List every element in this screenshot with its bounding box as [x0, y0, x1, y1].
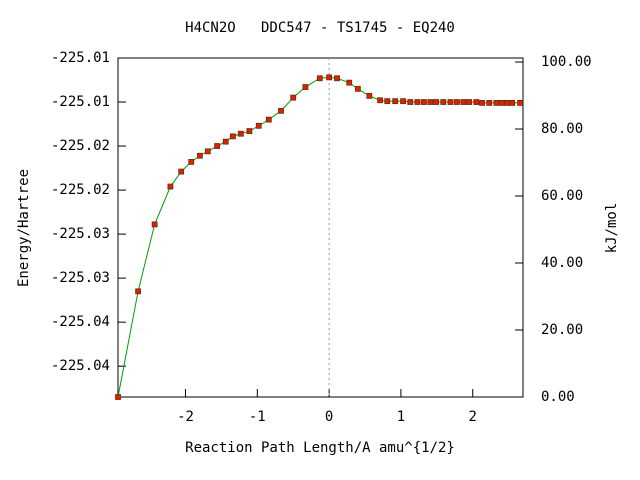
point [316, 75, 323, 82]
y-tick-label: -225.02 [51, 182, 110, 198]
point [178, 168, 185, 175]
point [433, 99, 440, 105]
point [392, 98, 399, 105]
point [167, 183, 174, 190]
y2-tick-label: 40.00 [541, 255, 583, 271]
point [196, 152, 203, 159]
y-tick-label: -225.02 [51, 138, 110, 154]
point [255, 122, 262, 129]
point [334, 75, 340, 82]
point [486, 100, 493, 106]
x-tick-label: 0 [325, 409, 333, 425]
point [440, 99, 447, 105]
point [229, 133, 236, 140]
point [302, 84, 309, 90]
point [473, 99, 480, 105]
point [454, 99, 460, 105]
point [326, 74, 333, 81]
point [246, 128, 253, 134]
y-tick-label: -225.04 [51, 314, 110, 330]
y-tick-label: -225.01 [51, 50, 110, 66]
y2-tick-label: 20.00 [541, 322, 583, 338]
point [509, 100, 516, 106]
point [466, 99, 473, 105]
point [407, 99, 414, 105]
point [493, 100, 500, 106]
point [237, 130, 244, 137]
x-tick-label: -1 [249, 409, 266, 425]
point [377, 97, 384, 104]
point [517, 100, 524, 106]
point [366, 92, 373, 99]
y2-tick-label: 80.00 [541, 121, 583, 137]
point [479, 100, 485, 106]
y-tick-label: -225.04 [51, 358, 110, 374]
point [427, 99, 434, 105]
point [265, 116, 272, 123]
point [204, 148, 211, 155]
point [400, 98, 406, 105]
y-tick-label: -225.03 [51, 226, 110, 242]
point [460, 99, 467, 105]
point [222, 138, 229, 145]
x-tick-label: 2 [469, 409, 477, 425]
point [151, 221, 158, 228]
y-axis-label: Energy/Hartree [16, 169, 32, 287]
x-axis-label: Reaction Path Length/A amu^{1/2} [185, 440, 455, 456]
y-tick-label: -225.01 [51, 94, 110, 110]
point [346, 79, 353, 86]
point [447, 99, 454, 105]
point [188, 159, 195, 165]
point [354, 85, 361, 92]
point [414, 99, 421, 105]
x-tick-label: 1 [397, 409, 405, 425]
y2-tick-label: 0.00 [541, 389, 575, 405]
point [214, 143, 220, 149]
point [499, 100, 506, 106]
point [421, 99, 427, 105]
y2-tick-label: 60.00 [541, 188, 583, 204]
chart-title: H4CN2O DDC547 - TS1745 - EQ240 [185, 20, 455, 36]
point [135, 288, 142, 295]
point [278, 107, 284, 114]
point [384, 98, 391, 105]
y-tick-label: -225.03 [51, 270, 110, 286]
line [117, 76, 521, 398]
point [290, 94, 297, 101]
point [504, 100, 511, 106]
y2-axis-label: kJ/mol [604, 203, 620, 254]
plot-frame [117, 57, 524, 398]
point [115, 394, 121, 400]
y2-tick-label: 100.00 [541, 54, 592, 70]
x-tick-label: -2 [177, 409, 194, 425]
